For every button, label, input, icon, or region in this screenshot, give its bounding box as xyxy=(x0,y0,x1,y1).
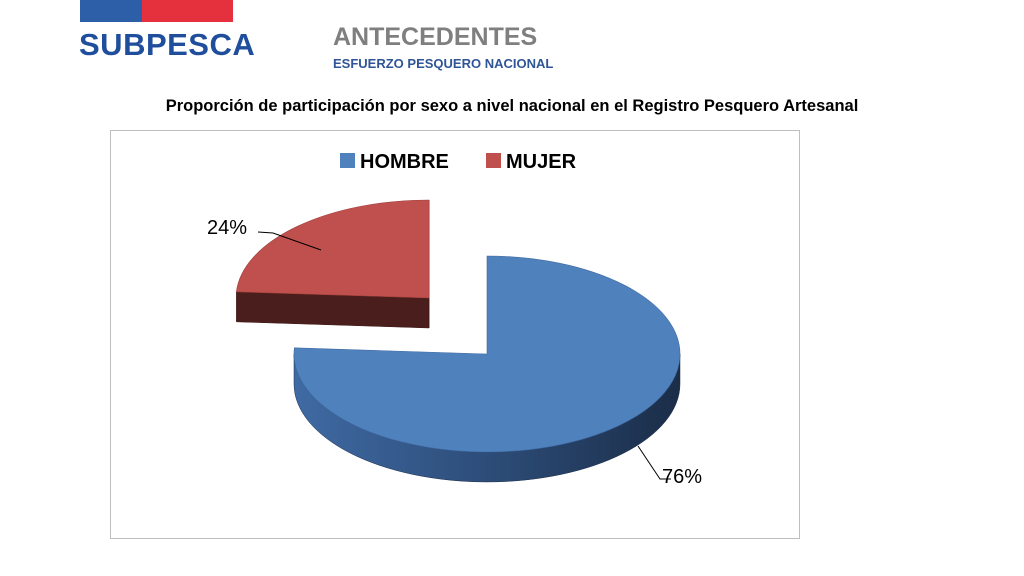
legend-swatch-hombre xyxy=(340,153,355,168)
flag-red-stripe xyxy=(142,0,233,22)
legend-label-hombre: HOMBRE xyxy=(360,151,449,173)
data-label-hombre: 76% xyxy=(662,466,702,488)
legend-swatch-mujer xyxy=(486,153,501,168)
pie-top-hombre xyxy=(293,255,681,453)
page-title: ANTECEDENTES xyxy=(333,23,538,51)
chart-heading: Proporción de participación por sexo a n… xyxy=(165,97,859,115)
page-subtitle: ESFUERZO PESQUERO NACIONAL xyxy=(333,56,554,71)
subpesca-logo: SUBPESCA xyxy=(79,27,256,62)
pie-chart: HOMBRE MUJER 76% 24% xyxy=(207,151,702,488)
leader-line-mujer xyxy=(257,231,322,251)
pie-slice-hombre xyxy=(293,255,681,483)
data-label-mujer: 24% xyxy=(207,217,247,239)
chart-legend: HOMBRE MUJER xyxy=(340,151,577,173)
legend-label-mujer: MUJER xyxy=(506,151,577,173)
pie-data-labels: 76% 24% xyxy=(207,217,702,488)
chart-frame: HOMBRE MUJER 76% 24% xyxy=(110,130,800,539)
flag-stripe xyxy=(80,0,233,22)
pie-slices xyxy=(236,199,681,483)
pie-slice-mujer xyxy=(236,199,430,329)
pie-top-mujer xyxy=(236,199,430,299)
leader-line-hombre xyxy=(637,445,671,480)
flag-blue-stripe xyxy=(80,0,142,22)
